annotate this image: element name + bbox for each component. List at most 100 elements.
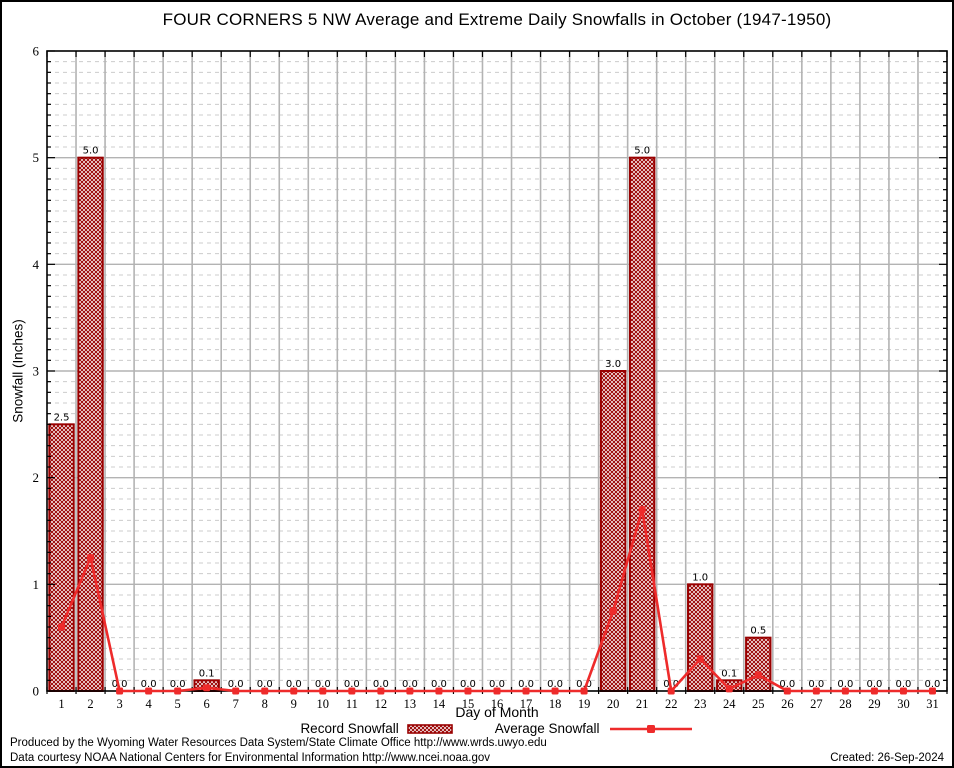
bar-value-label-day-6: 0.1 xyxy=(199,668,215,679)
average-marker-day-25 xyxy=(754,671,762,679)
record-bar-day-21 xyxy=(628,156,656,692)
bar-value-label-day-21: 5.0 xyxy=(634,146,650,157)
x-tick-label-23: 23 xyxy=(694,697,707,711)
average-marker-day-20 xyxy=(609,607,617,615)
bar-value-label-day-23: 1.0 xyxy=(692,572,708,583)
vertical-gridlines xyxy=(75,51,919,691)
bar-value-label-day-7: 0.0 xyxy=(228,679,244,690)
average-marker-day-19 xyxy=(580,687,588,695)
bar-value-label-day-13: 0.0 xyxy=(402,679,418,690)
bar-value-label-day-14: 0.0 xyxy=(431,679,447,690)
average-marker-day-30 xyxy=(899,687,907,695)
x-tick-label-26: 26 xyxy=(781,697,794,711)
average-marker-day-22 xyxy=(667,687,675,695)
footer-produced-by: Produced by the Wyoming Water Resources … xyxy=(10,737,547,749)
record-bar-day-20 xyxy=(599,370,627,692)
average-marker-day-18 xyxy=(551,687,559,695)
bar-value-label-day-5: 0.0 xyxy=(170,679,186,690)
record-bar-day-2 xyxy=(77,156,104,692)
bar-value-label-day-1: 2.5 xyxy=(54,412,70,423)
average-marker-day-27 xyxy=(812,687,820,695)
average-marker-day-6 xyxy=(203,684,211,692)
average-marker-day-4 xyxy=(145,687,153,695)
x-tick-label-4: 4 xyxy=(145,697,152,711)
record-bar-day-1 xyxy=(48,423,75,692)
x-tick-label-29: 29 xyxy=(868,697,881,711)
x-tick-label-1: 1 xyxy=(58,697,64,711)
average-marker-day-28 xyxy=(841,687,849,695)
bar-value-label-day-24: 0.1 xyxy=(721,668,737,679)
record-snowfall-bars xyxy=(48,156,772,693)
bar-value-label-day-10: 0.0 xyxy=(315,679,331,690)
bar-value-label-day-4: 0.0 xyxy=(141,679,157,690)
legend: Record Snowfall Average Snowfall xyxy=(38,721,952,736)
average-marker-day-8 xyxy=(261,687,269,695)
y-axis-tick-labels: 0 1 2 3 4 5 6 xyxy=(33,44,40,699)
average-marker-day-7 xyxy=(232,687,240,695)
average-marker-day-13 xyxy=(406,687,414,695)
bar-value-label-day-28: 0.0 xyxy=(837,679,853,690)
x-tick-label-2: 2 xyxy=(87,697,93,711)
x-tick-label-3: 3 xyxy=(116,697,122,711)
y-tick-label-6: 6 xyxy=(33,44,40,59)
bar-value-label-day-15: 0.0 xyxy=(460,679,476,690)
average-marker-day-2 xyxy=(87,554,95,562)
x-tick-label-17: 17 xyxy=(520,697,533,711)
average-marker-day-15 xyxy=(464,687,472,695)
x-tick-label-19: 19 xyxy=(578,697,591,711)
x-tick-label-25: 25 xyxy=(752,697,765,711)
y-axis-title: Snowfall (Inches) xyxy=(10,319,26,423)
y-tick-label-1: 1 xyxy=(33,577,40,592)
bar-value-label-day-2: 5.0 xyxy=(83,146,99,157)
footer-created-date: Created: 26-Sep-2024 xyxy=(830,752,944,764)
x-tick-label-30: 30 xyxy=(897,697,910,711)
x-tick-label-21: 21 xyxy=(636,697,649,711)
y-tick-label-2: 2 xyxy=(33,470,40,485)
bar-value-label-day-3: 0.0 xyxy=(112,679,128,690)
x-tick-label-8: 8 xyxy=(262,697,268,711)
average-marker-day-23 xyxy=(696,655,704,663)
bar-value-label-day-18: 0.0 xyxy=(547,679,563,690)
average-marker-day-24 xyxy=(725,685,733,693)
bar-value-label-day-29: 0.0 xyxy=(866,679,882,690)
bar-value-label-day-19: 0.0 xyxy=(576,679,592,690)
bar-value-label-day-17: 0.0 xyxy=(518,679,534,690)
average-marker-day-10 xyxy=(319,687,327,695)
y-tick-label-5: 5 xyxy=(33,150,40,165)
bar-value-label-day-25: 0.5 xyxy=(750,626,766,637)
legend-record-snowfall-label: Record Snowfall xyxy=(300,721,399,736)
average-marker-day-21 xyxy=(638,506,646,514)
y-tick-label-0: 0 xyxy=(33,684,40,699)
average-marker-day-1 xyxy=(58,623,66,631)
footer-data-courtesy: Data courtesy NOAA National Centers for … xyxy=(10,752,491,764)
bar-value-label-day-12: 0.0 xyxy=(373,679,389,690)
average-marker-day-11 xyxy=(348,687,356,695)
average-marker-day-12 xyxy=(377,687,385,695)
bar-value-label-day-30: 0.0 xyxy=(895,679,911,690)
x-tick-label-22: 22 xyxy=(665,697,678,711)
y-tick-label-3: 3 xyxy=(33,364,40,379)
x-tick-label-16: 16 xyxy=(491,697,504,711)
average-marker-day-5 xyxy=(174,687,182,695)
x-axis-tick-labels: 1 2 3 4 5 6 7 8 9 10 11 12 13 14 15 16 17 18 19 20 21 22 23 24 2… xyxy=(58,697,938,711)
x-tick-label-13: 13 xyxy=(404,697,417,711)
x-tick-label-5: 5 xyxy=(175,697,181,711)
x-tick-label-12: 12 xyxy=(375,697,388,711)
x-tick-label-27: 27 xyxy=(810,697,823,711)
x-tick-label-24: 24 xyxy=(723,697,736,711)
x-tick-label-6: 6 xyxy=(204,697,210,711)
y-tick-label-4: 4 xyxy=(33,257,40,272)
average-marker-day-9 xyxy=(290,687,298,695)
average-marker-day-16 xyxy=(493,687,501,695)
average-marker-day-14 xyxy=(435,687,443,695)
record-bar-day-23 xyxy=(687,583,714,692)
legend-average-snowfall-label: Average Snowfall xyxy=(494,721,600,736)
bar-value-labels: 2.5 5.0 0.0 0.0 0.0 0.1 0.0 0.0 0.0 0.0 0.0 0.0 0.0 0… xyxy=(54,146,941,690)
bar-value-label-day-8: 0.0 xyxy=(257,679,273,690)
x-axis-title: Day of Month xyxy=(455,704,539,720)
bar-value-label-day-27: 0.0 xyxy=(808,679,824,690)
x-tick-label-7: 7 xyxy=(233,697,239,711)
average-marker-day-31 xyxy=(928,687,936,695)
